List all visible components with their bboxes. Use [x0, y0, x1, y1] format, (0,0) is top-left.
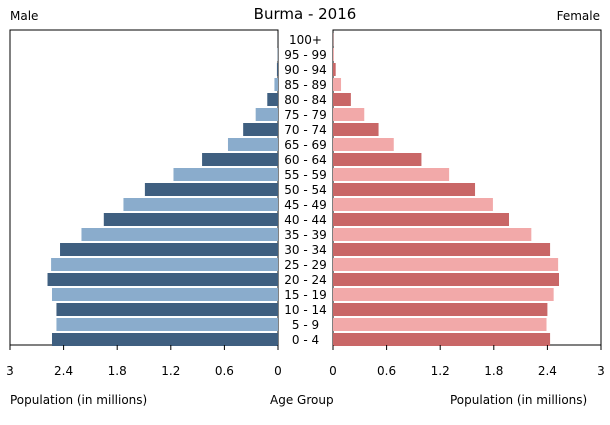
- female-tick-label: 1.8: [484, 364, 503, 378]
- male-bar: [276, 63, 278, 76]
- male-bar: [51, 258, 279, 271]
- male-tick-label: 1.2: [161, 364, 180, 378]
- male-bar: [56, 303, 279, 316]
- male-bar: [81, 228, 278, 241]
- male-bar: [51, 288, 278, 301]
- age-group-label: 65 - 69: [284, 138, 327, 152]
- male-bar: [47, 273, 278, 286]
- age-group-label: 35 - 39: [284, 228, 327, 242]
- female-bar: [333, 288, 554, 301]
- female-bar: [333, 318, 547, 331]
- age-group-label: 55 - 59: [284, 168, 327, 182]
- female-x-axis-label: Population (in millions): [450, 393, 588, 407]
- age-group-label: 40 - 44: [284, 213, 327, 227]
- male-bar: [103, 213, 278, 226]
- male-tick-label: 0.6: [215, 364, 234, 378]
- female-bar: [333, 198, 493, 211]
- female-side-label: Female: [556, 9, 600, 23]
- female-tick-label: 0.6: [377, 364, 396, 378]
- male-tick-label: 1.8: [108, 364, 127, 378]
- age-group-label: 15 - 19: [284, 288, 327, 302]
- female-bar: [333, 213, 509, 226]
- age-group-axis-label: Age Group: [270, 393, 334, 407]
- female-bar: [333, 48, 334, 61]
- male-bar: [51, 333, 278, 346]
- male-bar: [274, 78, 278, 91]
- male-side-label: Male: [10, 9, 39, 23]
- female-tick-label: 2.4: [538, 364, 557, 378]
- age-group-label: 100+: [289, 33, 322, 47]
- female-bar: [333, 108, 365, 121]
- male-bar: [144, 183, 278, 196]
- age-group-label: 50 - 54: [284, 183, 327, 197]
- female-tick-label: 1.2: [431, 364, 450, 378]
- male-bar: [202, 153, 278, 166]
- female-bar: [333, 123, 379, 136]
- female-bar: [333, 258, 559, 271]
- female-bar: [333, 273, 560, 286]
- age-group-label: 80 - 84: [284, 93, 327, 107]
- age-group-label: 45 - 49: [284, 198, 327, 212]
- male-tick-label: 0: [274, 364, 282, 378]
- age-group-label: 95 - 99: [284, 48, 327, 62]
- male-bar: [123, 198, 278, 211]
- age-group-label: 70 - 74: [284, 123, 327, 137]
- female-bar: [333, 228, 532, 241]
- female-bar: [333, 93, 351, 106]
- age-group-label: 75 - 79: [284, 108, 327, 122]
- male-bar: [60, 243, 278, 256]
- male-bar: [267, 93, 278, 106]
- chart-title: Burma - 2016: [253, 5, 357, 23]
- female-bar: [333, 243, 551, 256]
- age-group-label: 5 - 9: [292, 318, 319, 332]
- female-bar: [333, 153, 422, 166]
- age-group-label: 10 - 14: [284, 303, 327, 317]
- female-bar: [333, 78, 342, 91]
- female-tick-label: 0: [329, 364, 337, 378]
- female-bar: [333, 183, 476, 196]
- age-group-label: 25 - 29: [284, 258, 327, 272]
- male-bar: [56, 318, 279, 331]
- female-tick-label: 3: [597, 364, 605, 378]
- x-axis-ticks: 3 2.4 1.8 1.2 0.6 0 0 0.6 1.2 1.8 2.4 3: [6, 345, 605, 378]
- male-x-axis-label: Population (in millions): [10, 393, 148, 407]
- age-group-label: 90 - 94: [284, 63, 327, 77]
- male-bar: [255, 108, 278, 121]
- male-tick-label: 2.4: [54, 364, 73, 378]
- female-bar: [333, 63, 336, 76]
- female-bars: [333, 33, 560, 346]
- male-bar: [227, 138, 278, 151]
- age-group-label: 60 - 64: [284, 153, 327, 167]
- male-bars: [47, 33, 279, 346]
- age-group-label: 20 - 24: [284, 273, 327, 287]
- age-group-label: 30 - 34: [284, 243, 327, 257]
- age-group-label: 0 - 4: [292, 333, 319, 347]
- female-bar: [333, 333, 551, 346]
- male-bar: [243, 123, 278, 136]
- female-bar: [333, 168, 450, 181]
- age-group-label: 85 - 89: [284, 78, 327, 92]
- female-bar: [333, 138, 394, 151]
- female-bar: [333, 303, 548, 316]
- male-tick-label: 3: [6, 364, 14, 378]
- male-bar: [173, 168, 278, 181]
